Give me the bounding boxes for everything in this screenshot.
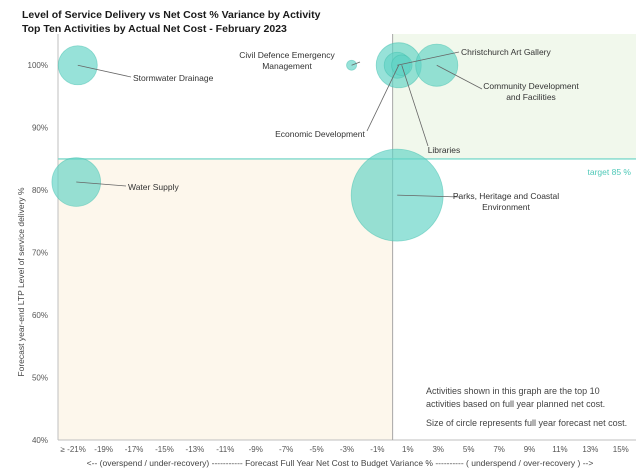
- x-tick-label: 15%: [613, 445, 629, 454]
- x-tick-label: -7%: [279, 445, 293, 454]
- x-tick-label: 11%: [552, 445, 567, 454]
- x-tick-label: 5%: [463, 445, 475, 454]
- y-tick-label: 70%: [32, 249, 48, 258]
- y-tick-label: 90%: [32, 124, 48, 133]
- bubble-label: Stormwater Drainage: [133, 73, 214, 83]
- x-tick-label: -1%: [370, 445, 384, 454]
- x-tick-label: 13%: [582, 445, 598, 454]
- x-tick-label: -15%: [155, 445, 174, 454]
- leader-line: [77, 64, 132, 78]
- bubble-label: Parks, Heritage and Coastal: [453, 191, 559, 201]
- bubble-label: Environment: [482, 202, 530, 212]
- bubble-label: Libraries: [428, 145, 461, 155]
- leader-line: [76, 181, 127, 187]
- note-line-3: Size of circle represents full year fore…: [426, 418, 627, 428]
- leader-line: [366, 65, 400, 132]
- x-axis-label: <-- (overspend / under-recovery) -------…: [87, 458, 594, 468]
- chart-title-line-2: Top Ten Activities by Actual Net Cost - …: [22, 23, 287, 35]
- quadrant-bottom-left: [58, 158, 393, 440]
- x-tick-label: 9%: [524, 445, 536, 454]
- target-label: target 85 %: [588, 167, 632, 177]
- x-tick-label: -19%: [94, 445, 113, 454]
- leader-line: [351, 61, 361, 66]
- x-tick-label: -9%: [249, 445, 263, 454]
- leader-line: [397, 51, 460, 66]
- bubble-labels: Stormwater Drainage Water Supply Civil Def…: [76, 47, 579, 212]
- y-tick-label: 60%: [32, 311, 48, 320]
- y-tick-label: 40%: [32, 436, 48, 445]
- x-tick-label: ≥ -21%: [61, 445, 86, 454]
- x-tick-label: -13%: [186, 445, 205, 454]
- note-line-1: Activities shown in this graph are the t…: [426, 386, 600, 396]
- note-line-2: activities based on full year planned ne…: [426, 399, 605, 409]
- bubble-label: Management: [262, 61, 312, 71]
- y-tick-label: 80%: [32, 186, 48, 195]
- bubble-label: Economic Development: [275, 129, 365, 139]
- x-tick-label: -5%: [309, 445, 323, 454]
- x-tick-label: 7%: [493, 445, 505, 454]
- bubble-label: Christchurch Art Gallery: [461, 47, 551, 57]
- leader-line: [401, 65, 429, 147]
- x-tick-label: 3%: [432, 445, 444, 454]
- x-tick-label: -17%: [125, 445, 144, 454]
- quadrant-shading: [58, 34, 636, 440]
- leader-line: [397, 194, 461, 198]
- axes: ≥ -21% -19% -17% -15% -13% -11% -9% -7% -5% -3% -1…: [28, 34, 636, 454]
- bubble-label: and Facilities: [506, 92, 556, 102]
- bubble-label: Community Development: [483, 81, 579, 91]
- x-tick-label: -3%: [340, 445, 354, 454]
- y-tick-label: 100%: [28, 61, 48, 70]
- bubble-label: Civil Defence Emergency: [239, 50, 335, 60]
- y-tick-label: 50%: [32, 374, 48, 383]
- x-tick-label: -11%: [216, 445, 234, 454]
- chart-title-line-1: Level of Service Delivery vs Net Cost % …: [22, 9, 321, 21]
- leader-line: [436, 64, 483, 90]
- bubble-label: Water Supply: [128, 182, 179, 192]
- y-axis-label: Forecast year-end LTP Level of service d…: [16, 187, 26, 377]
- x-tick-label: 1%: [402, 445, 414, 454]
